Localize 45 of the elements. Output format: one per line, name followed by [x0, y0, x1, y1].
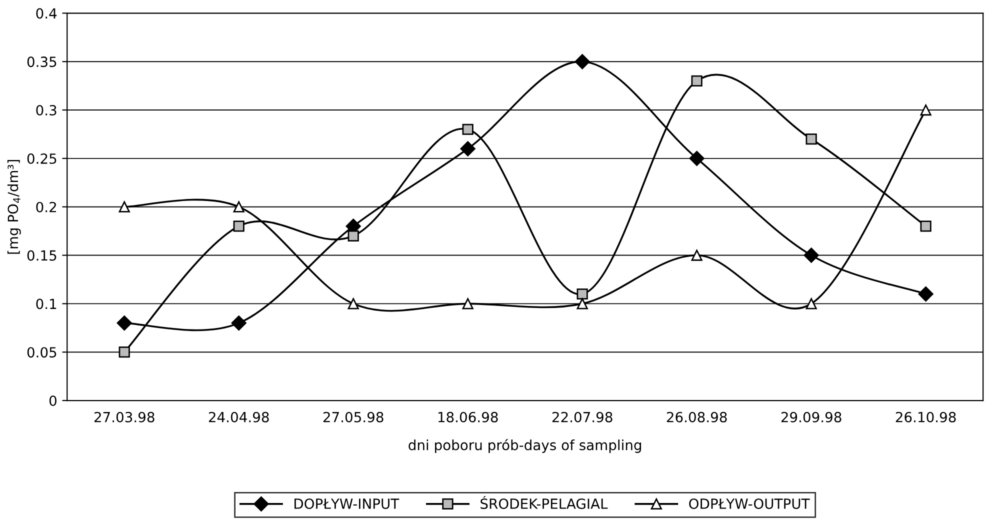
point [462, 124, 474, 135]
point [460, 141, 476, 156]
point [233, 201, 244, 212]
x-tick-label: 22.07.98 [552, 412, 612, 422]
legend-label: ODPŁYW-OUTPUT [689, 498, 810, 509]
y-tick-label: 0.35 [27, 56, 56, 68]
y-tick-label: 0.3 [36, 104, 56, 116]
y-tick-label: 0.1 [36, 298, 56, 310]
x-tick-label: 18.06.98 [438, 412, 498, 422]
y-axis-title: [mg PO$_{4}$/dm³] [7, 160, 21, 254]
point [691, 75, 702, 87]
point [462, 298, 474, 310]
x-axis-title: dni poboru prób-days of sampling [408, 438, 642, 453]
point [576, 298, 588, 310]
legend-label: ŚRODEK-PELAGIAL [480, 496, 608, 509]
y-tick-label: 0.25 [27, 153, 56, 164]
point [691, 250, 702, 261]
point [806, 134, 817, 145]
point [118, 201, 130, 212]
point [118, 346, 130, 358]
point [920, 220, 932, 232]
x-tick-label: 29.09.98 [781, 412, 842, 422]
point [231, 315, 246, 331]
y-tick-label: 0.4 [36, 8, 57, 19]
point [576, 288, 588, 300]
point [116, 315, 132, 331]
x-tick-label: 24.04.98 [208, 412, 269, 422]
point [233, 220, 244, 232]
y-tick-label: 0 [49, 395, 56, 406]
legend-label: DOPŁYW-INPUT [294, 498, 400, 509]
point [348, 298, 359, 310]
point [804, 248, 819, 263]
point [920, 104, 932, 116]
point [689, 150, 704, 166]
y-tick-label: 0.15 [27, 250, 56, 261]
x-tick-label: 26.10.98 [896, 412, 956, 422]
y-tick-label: 0.2 [36, 202, 56, 212]
y-tick-label: 0.05 [27, 347, 56, 358]
point [574, 54, 590, 70]
point [806, 298, 817, 310]
x-tick-label: 27.03.98 [94, 412, 154, 422]
point [918, 286, 934, 302]
point [348, 230, 359, 242]
x-tick-label: 27.05.98 [323, 412, 384, 422]
x-tick-label: 26.08.98 [666, 412, 727, 422]
